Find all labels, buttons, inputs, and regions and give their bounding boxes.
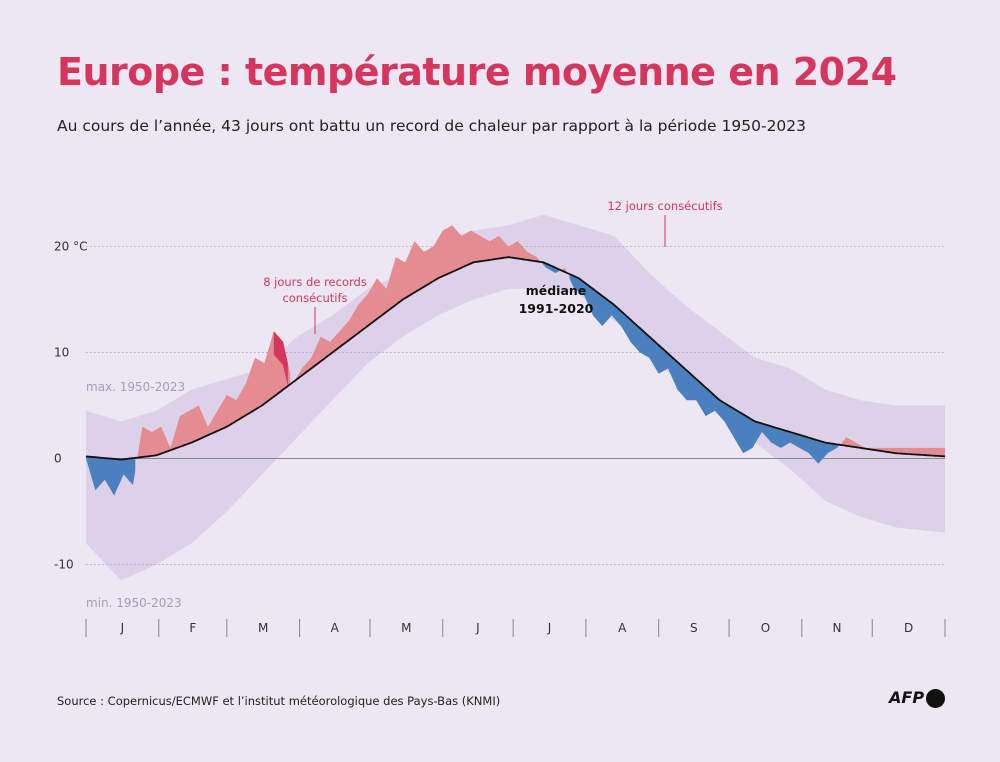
median-label: 1991-2020 <box>519 301 594 316</box>
chart-title: Europe : température moyenne en 2024 <box>57 50 897 94</box>
chart-subtitle: Au cours de l’année, 43 jours ont battu … <box>57 117 807 135</box>
afp-logo-dot <box>926 689 945 708</box>
historical-range-band <box>86 214 945 581</box>
median-line <box>85 256 946 461</box>
cold-anomaly-area <box>86 456 136 496</box>
warm-anomaly-area <box>841 437 945 457</box>
x-tick-label: F <box>189 621 196 635</box>
x-tick-label: M <box>401 621 411 635</box>
record-12-days-label: 12 jours consécutifs <box>607 199 722 213</box>
warm-anomaly-area <box>294 225 539 381</box>
max-band-label: max. 1950-2023 <box>86 380 185 394</box>
x-tick-label: N <box>833 621 842 635</box>
x-tick-label: D <box>904 621 913 635</box>
afp-logo: AFP <box>889 688 925 707</box>
y-tick-label: -10 <box>54 558 74 572</box>
x-tick-label: J <box>120 621 125 635</box>
cold-anomaly-area <box>569 274 840 464</box>
x-tick-label: J <box>547 621 552 635</box>
x-tick-label: A <box>331 621 340 635</box>
median-label: médiane <box>526 283 587 298</box>
min-band-label: min. 1950-2023 <box>86 596 182 610</box>
x-tick-label: J <box>475 621 480 635</box>
x-tick-label: O <box>761 621 770 635</box>
record-heat-area <box>273 331 288 387</box>
x-tick-label: M <box>258 621 268 635</box>
y-tick-label: 20 °C <box>54 240 87 254</box>
y-tick-label: 0 <box>54 452 62 466</box>
cold-anomaly-area <box>541 262 561 273</box>
record-8-days-label: consécutifs <box>282 291 347 305</box>
record-8-days-label: 8 jours de records <box>263 275 367 289</box>
y-tick-label: 10 <box>54 346 69 360</box>
x-tick-label: S <box>690 621 698 635</box>
source-note: Source : Copernicus/ECMWF et l’institut … <box>57 694 501 708</box>
x-tick-label: A <box>618 621 627 635</box>
